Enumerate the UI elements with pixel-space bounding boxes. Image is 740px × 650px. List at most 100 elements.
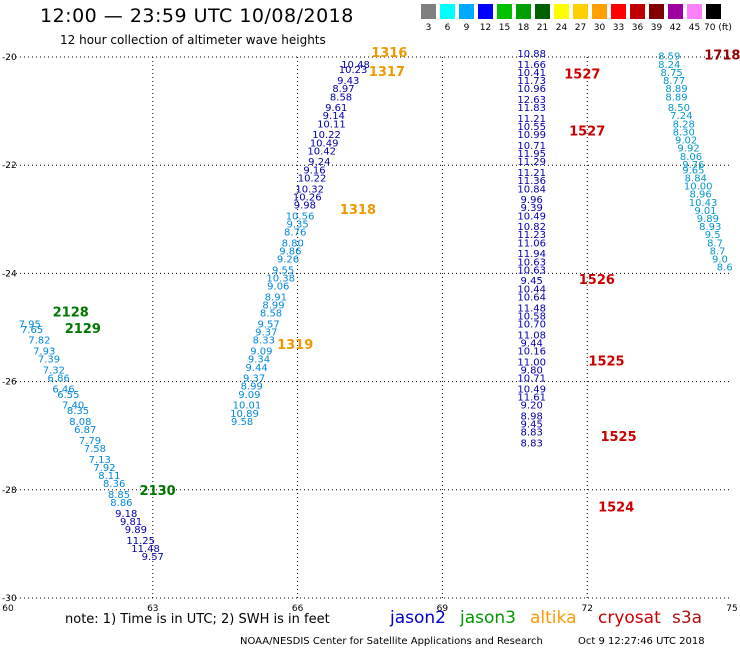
scale-swatch	[687, 4, 702, 19]
wave-height-label: 8.76	[284, 228, 306, 239]
wave-height-label: 9.0	[712, 255, 728, 266]
scale-swatch	[497, 4, 512, 19]
footer-note: note: 1) Time is in UTC; 2) SWH is in fe…	[65, 612, 330, 627]
wave-height-label: 10.88	[517, 49, 546, 60]
wave-height-label: 10.26	[293, 192, 322, 203]
scale-swatch	[440, 4, 455, 19]
lon-tick-label: 66	[292, 604, 304, 614]
lon-tick-label: 75	[726, 604, 737, 614]
scale-swatch	[668, 4, 683, 19]
wave-height-label: 8.6	[717, 263, 733, 274]
pass-time-label: 1319	[277, 338, 313, 353]
lon-tick-label: 60	[2, 604, 14, 614]
wave-height-label: 10.32	[295, 184, 324, 195]
wave-height-label: 10.82	[517, 222, 546, 233]
wave-height-label: 9.57	[258, 320, 280, 331]
lat-tick-label: -28	[2, 486, 17, 496]
wave-height-label: 8.97	[332, 84, 354, 95]
wave-height-label: 12.63	[517, 95, 546, 106]
wave-height-label: 11.48	[131, 544, 160, 555]
pass-time-label: 1316	[371, 46, 407, 61]
wave-height-label: 10.56	[286, 211, 315, 222]
pass-time-label: 1718	[704, 49, 740, 64]
pass-time-label: 1527	[569, 124, 605, 139]
scale-label: 6	[444, 23, 451, 33]
wave-height-label: 7.58	[84, 444, 106, 455]
wave-height-label: 6.87	[74, 425, 96, 436]
wave-height-label: 9.01	[694, 206, 716, 217]
wave-height-label: 10.96	[517, 84, 546, 95]
wave-height-label: 9.89	[697, 214, 719, 225]
scale-label: 33	[612, 23, 625, 33]
wave-height-label: 8.89	[665, 84, 687, 95]
wave-height-label: 9.81	[120, 517, 142, 528]
wave-height-label: 9.35	[286, 219, 308, 230]
wave-height-label: 8.99	[262, 301, 284, 312]
wave-height-label: 8.7	[710, 246, 726, 257]
wave-height-label: 11.73	[517, 76, 546, 87]
wave-height-label: 8.89	[665, 92, 687, 103]
scale-swatch	[630, 4, 645, 19]
wave-height-label: 9.09	[238, 390, 260, 401]
scale-swatch	[421, 4, 436, 19]
wave-height-label: 9.96	[521, 195, 543, 206]
wave-height-label: 9.26	[277, 255, 299, 266]
pass-time-label: 1317	[369, 65, 405, 80]
lat-tick-label: -26	[2, 378, 17, 388]
scale-label: 9	[463, 23, 470, 33]
wave-height-label: 8.96	[689, 190, 711, 201]
lat-tick-label: -22	[2, 161, 17, 171]
wave-height-label: 10.22	[312, 130, 341, 141]
wave-height-label: 7.93	[33, 347, 55, 358]
wave-height-label: 8.11	[98, 471, 120, 482]
wave-height-label: 10.49	[517, 211, 546, 222]
wave-height-label: 11.06	[517, 238, 546, 249]
wave-height-label: 9.65	[682, 165, 704, 176]
wave-height-label: 9.5	[705, 230, 721, 241]
scale-label: 36	[631, 23, 644, 33]
wave-height-label: 9.45	[521, 276, 543, 287]
wave-height-label: 8.58	[260, 309, 282, 320]
scale-swatch	[611, 4, 626, 19]
wave-height-label: 11.36	[517, 176, 546, 187]
wave-height-label: 8.83	[521, 428, 543, 439]
wave-height-label: 7.92	[93, 463, 115, 474]
scale-label: 3	[425, 23, 432, 33]
wave-height-label: 7.65	[21, 325, 43, 336]
wave-height-label: 11.83	[517, 103, 546, 114]
wave-height-label: 8.7	[707, 238, 723, 249]
wave-height-label: 10.23	[339, 65, 368, 76]
pass-time-label: 2129	[65, 322, 101, 337]
wave-height-label: 9.86	[279, 246, 301, 257]
wave-height-label: 7.79	[79, 436, 101, 447]
footer-timestamp: Oct 9 12:27:46 UTC 2018	[578, 636, 705, 647]
scale-swatch	[535, 4, 550, 19]
wave-height-label: 11.21	[517, 168, 546, 179]
wave-height-label: 10.49	[517, 384, 546, 395]
wave-height-label: 9.37	[255, 328, 277, 339]
wave-height-label: 7.39	[38, 355, 60, 366]
wave-height-label: 10.49	[310, 138, 339, 149]
pass-time-label: 1318	[340, 203, 376, 218]
wave-height-label: 9.24	[308, 157, 330, 168]
scale-label: 15	[498, 23, 511, 33]
wave-height-label: 11.25	[126, 536, 155, 547]
scale-swatch	[459, 4, 474, 19]
satellite-legend-item: cryosat	[598, 608, 661, 628]
wave-height-label: 10.63	[517, 265, 546, 276]
wave-height-label: 10.71	[517, 374, 546, 385]
wave-height-label: 11.23	[517, 230, 546, 241]
wave-height-label: 10.22	[298, 173, 327, 184]
wave-height-label: 8.83	[521, 439, 543, 450]
wave-height-label: 9.44	[521, 338, 543, 349]
wave-height-label: 6.46	[52, 384, 74, 395]
lon-tick-label: 72	[581, 604, 592, 614]
wave-height-label: 10.16	[517, 347, 546, 358]
wave-height-label: 9.76	[682, 160, 704, 171]
pass-time-label: 1525	[588, 354, 624, 369]
wave-height-label: 10.00	[684, 182, 713, 193]
wave-height-label: 10.84	[517, 184, 546, 195]
wave-height-label: 9.02	[675, 136, 697, 147]
scale-label: 30	[593, 23, 606, 33]
